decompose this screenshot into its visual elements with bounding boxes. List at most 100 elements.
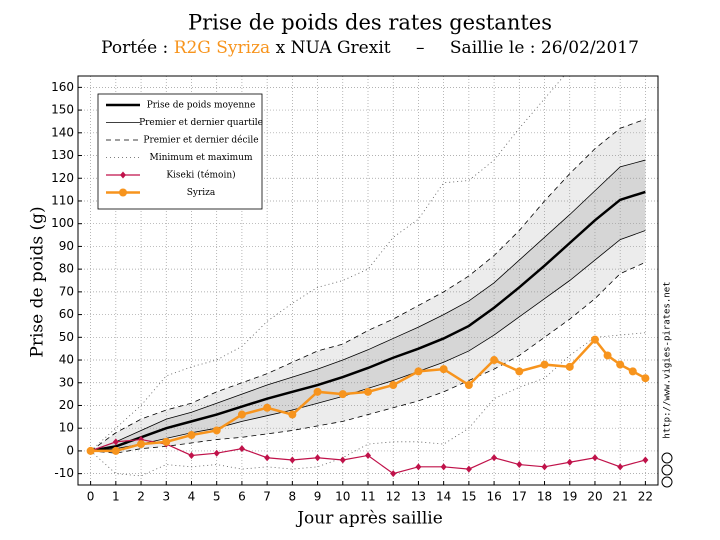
subtitle-prefix: Portée : [101,38,168,58]
point [339,456,346,464]
y-tick-label: 50 [59,330,74,344]
license-icons [661,452,673,488]
x-tick-label: 8 [289,490,297,504]
point [137,440,146,449]
point [516,461,523,469]
legend-label: Prise de poids moyenne [147,101,256,111]
x-tick-label: 5 [213,490,221,504]
point [464,381,473,390]
point [590,335,599,344]
x-tick-label: 9 [314,490,322,504]
x-tick-label: 22 [638,490,653,504]
y-tick-label: 130 [51,148,74,162]
legend-label: Syriza [187,188,216,198]
y-tick-label: 20 [59,398,74,412]
point [541,463,548,471]
axes: -100102030405060708090100110120130140150… [51,80,653,504]
point [390,470,397,478]
series-line [90,159,646,452]
y-tick-label: 80 [59,262,74,276]
y-tick-label: 110 [51,193,74,207]
point [212,426,221,435]
y-tick-label: 140 [51,125,74,139]
x-tick-label: 7 [263,490,271,504]
chart-title: Prise de poids des rates gestantes [188,11,552,35]
x-tick-label: 16 [486,490,501,504]
point [187,431,196,440]
point [415,463,422,471]
point [491,454,498,462]
point [617,463,624,471]
point [603,351,612,360]
subtitle-female: R2G Syriza [174,38,271,58]
y-tick-label: 10 [59,421,74,435]
x-tick-label: 18 [537,490,552,504]
point [540,360,549,369]
point [86,446,95,455]
x-tick-label: 10 [335,490,350,504]
point [628,367,637,376]
legend-marker [119,188,127,197]
x-axis-label: Jour après saillie [295,509,443,529]
x-tick-label: 21 [613,490,628,504]
x-tick-label: 2 [137,490,145,504]
point [289,456,296,464]
point [238,445,245,453]
side-url: http://www.vigies-pirates.net [663,281,673,438]
point [641,374,650,383]
series-line [90,261,646,454]
legend-label: Premier et dernier quartile [139,118,263,128]
legend-label: Kiseki (témoin) [166,170,235,181]
x-tick-label: 12 [386,490,401,504]
subtitle-dash: – [416,38,425,58]
series-line [90,332,646,477]
x-tick-label: 1 [112,490,120,504]
point [313,387,322,396]
point [264,454,271,462]
x-tick-label: 3 [162,490,170,504]
point [490,356,499,365]
point [237,410,246,419]
series-line [90,118,646,452]
x-tick-label: 15 [461,490,476,504]
y-tick-label: 70 [59,284,74,298]
x-tick-label: 19 [562,490,577,504]
y-tick-label: 60 [59,307,74,321]
point [263,403,272,412]
x-tick-label: 13 [411,490,426,504]
subtitle-male: x NUA Grexit [276,38,391,58]
point [364,387,372,396]
point [338,390,347,399]
legend: Prise de poids moyenne Premier et dernier… [97,93,263,210]
x-tick-label: 11 [360,490,375,504]
x-tick-label: 0 [87,490,95,504]
y-tick-label: 90 [59,239,74,253]
point [389,381,398,390]
point [616,360,625,369]
point [288,410,297,419]
legend-label: Minimum et maximum [149,153,252,163]
point [162,437,171,446]
y-tick-label: 100 [51,216,74,230]
chart-subtitle: Portée : R2G Syriza x NUA Grexit – Saill… [101,38,639,58]
point [414,367,423,376]
point [515,367,524,376]
point [439,365,448,374]
y-tick-label: 160 [51,80,74,94]
subtitle-date: Saillie le : 26/02/2017 [450,38,639,58]
point [465,465,472,473]
lines [86,76,650,478]
series-line [90,190,646,453]
y-tick-label: 0 [66,443,74,457]
point [566,458,573,466]
point [591,454,598,462]
y-tick-label: 150 [51,103,74,117]
legend-label: Premier et dernier décile [143,135,258,146]
point [213,449,220,457]
point [565,362,574,371]
x-tick-label: 6 [238,490,246,504]
point [112,438,119,446]
y-tick-label: -10 [54,466,74,480]
x-tick-label: 20 [587,490,602,504]
